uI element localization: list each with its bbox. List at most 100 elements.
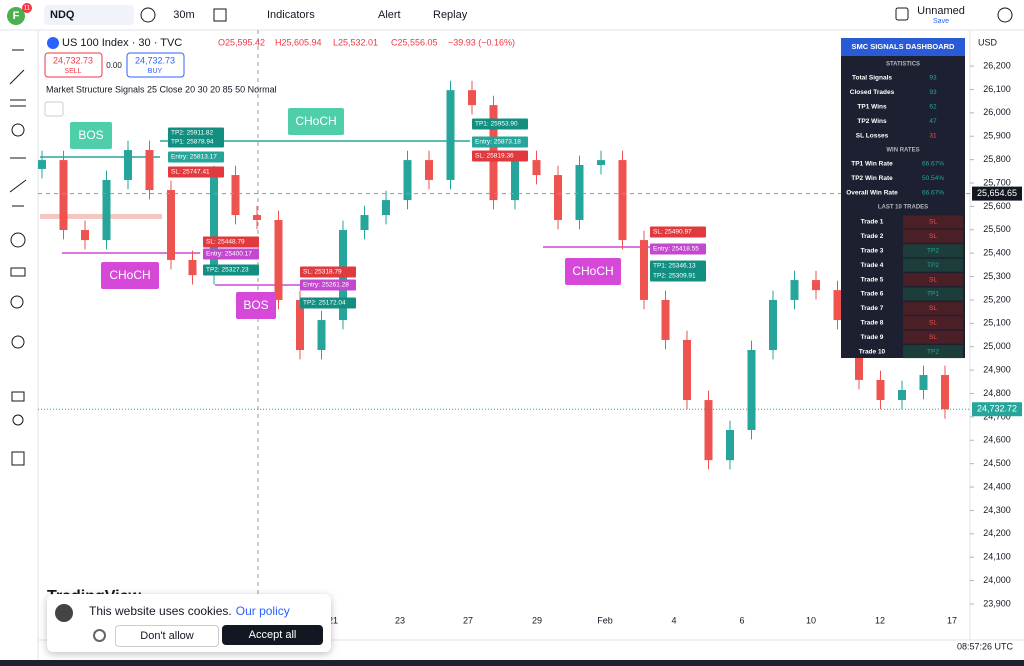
zoom-tool[interactable] bbox=[10, 295, 24, 309]
y-tick-label: 24,200 bbox=[983, 528, 1011, 538]
candle-body bbox=[554, 175, 562, 220]
dashboard-value: TP2 bbox=[927, 348, 939, 355]
currency[interactable]: USD bbox=[978, 37, 998, 47]
trade-label-box bbox=[300, 297, 356, 309]
trade-label: TP1: 25953.90 bbox=[475, 121, 518, 128]
y-tick-label: 25,200 bbox=[983, 294, 1011, 304]
structure-label-box bbox=[288, 108, 344, 135]
avatar-letter: F bbox=[13, 10, 20, 22]
dashboard-value: 31 bbox=[929, 133, 937, 140]
trade-label: Entry: 25400.17 bbox=[206, 251, 252, 258]
candle-body bbox=[468, 90, 476, 106]
dashboard-label: TP2 Win Rate bbox=[851, 175, 893, 182]
sell-label: SELL bbox=[64, 68, 81, 75]
dashboard-label: Total Signals bbox=[852, 75, 892, 82]
candle-body bbox=[919, 375, 928, 390]
dashboard-label: Trade 6 bbox=[861, 291, 884, 298]
policy-link[interactable]: Our policy bbox=[235, 604, 290, 618]
dashboard-value: 50.54% bbox=[922, 175, 944, 182]
alert-button[interactable]: Alert bbox=[378, 9, 401, 21]
layout-name[interactable]: Unnamed bbox=[917, 5, 965, 17]
dashboard-value: 62 bbox=[929, 104, 937, 111]
y-tick-label: 25,500 bbox=[983, 224, 1011, 234]
lock-tool[interactable] bbox=[11, 391, 25, 402]
dashboard-label: TP1 Wins bbox=[857, 104, 887, 111]
chart-type-icon[interactable] bbox=[213, 8, 227, 22]
symbol[interactable]: NDQ bbox=[50, 9, 75, 21]
brush-tool[interactable] bbox=[9, 179, 27, 193]
candle-body bbox=[253, 215, 261, 220]
y-tick-label: 26,000 bbox=[983, 107, 1011, 117]
candle-body bbox=[188, 259, 197, 276]
structure-label: CHoCH bbox=[109, 268, 150, 282]
dashboard-title-bar bbox=[841, 38, 965, 56]
interval[interactable]: 30m bbox=[173, 9, 194, 21]
trade-label: Entry: 25418.55 bbox=[653, 246, 699, 253]
ohlc-value: H25,605.94 bbox=[275, 37, 322, 47]
trade-label-box bbox=[168, 136, 224, 148]
trendline-tool[interactable] bbox=[9, 69, 25, 85]
x-tick-label: 23 bbox=[395, 615, 405, 625]
trade-label: Entry: 25873.18 bbox=[475, 139, 521, 146]
collapse-button[interactable] bbox=[44, 101, 64, 117]
layout-icon[interactable] bbox=[895, 7, 909, 21]
candle-body bbox=[145, 150, 154, 191]
symbol-search[interactable] bbox=[44, 5, 134, 25]
y-tick-label: 25,600 bbox=[983, 201, 1011, 211]
dashboard-cell bbox=[903, 287, 963, 301]
trade-label: SL: 25448.79 bbox=[206, 239, 245, 246]
dashboard-cell bbox=[903, 330, 963, 344]
avatar[interactable] bbox=[7, 7, 25, 25]
trade-label: TP1: 25878.94 bbox=[171, 139, 214, 146]
dashboard-section: STATISTICS bbox=[886, 62, 920, 68]
trade-label-box bbox=[472, 118, 528, 130]
candle-body bbox=[833, 290, 842, 321]
y-tick-label: 24,700 bbox=[983, 411, 1011, 421]
y-tick-label: 24,600 bbox=[983, 435, 1011, 445]
candle-body bbox=[446, 90, 455, 180]
dashboard-value: SL bbox=[929, 305, 937, 312]
magnet-tool[interactable] bbox=[11, 335, 25, 349]
trade-label-box bbox=[300, 279, 356, 291]
replay-button[interactable]: Replay bbox=[433, 9, 468, 21]
indicators-button[interactable]: Indicators bbox=[267, 9, 315, 21]
trade-label-box bbox=[168, 166, 224, 178]
ruler-tool[interactable] bbox=[10, 267, 26, 277]
bottom-bar bbox=[0, 660, 1024, 666]
trade-label: Entry: 25813.17 bbox=[171, 154, 217, 161]
dashboard-label: TP1 Win Rate bbox=[851, 161, 893, 168]
visibility-tool[interactable] bbox=[12, 414, 24, 426]
x-tick-label: Feb bbox=[597, 615, 613, 625]
emoji-tool[interactable] bbox=[10, 232, 26, 248]
dashboard-cell bbox=[903, 244, 963, 258]
structure-label-box bbox=[236, 292, 276, 319]
candle-body bbox=[296, 299, 304, 350]
x-tick-label: 6 bbox=[739, 615, 744, 625]
trade-label: TP2: 25172.04 bbox=[303, 300, 346, 307]
candle-body bbox=[575, 164, 584, 220]
add-symbol-icon[interactable] bbox=[140, 7, 156, 23]
candle-body bbox=[360, 215, 369, 231]
buy-button[interactable] bbox=[126, 52, 185, 78]
trade-label: TP2: 25911.82 bbox=[171, 130, 214, 137]
candle-body bbox=[661, 299, 670, 340]
trade-label-box bbox=[203, 236, 259, 248]
structure-label-box bbox=[101, 262, 159, 289]
save-label: Save bbox=[933, 18, 949, 25]
trash-tool[interactable] bbox=[11, 451, 25, 466]
accept-button[interactable]: Accept all bbox=[222, 625, 323, 645]
trade-label-box bbox=[650, 270, 706, 282]
alert-icon[interactable] bbox=[997, 7, 1013, 23]
dashboard-label: Trade 1 bbox=[861, 219, 884, 226]
y-tick-label: 25,000 bbox=[983, 341, 1011, 351]
trade-label-box bbox=[650, 226, 706, 238]
settings-icon[interactable] bbox=[93, 629, 106, 642]
candle-body bbox=[747, 349, 756, 430]
pattern-tool[interactable] bbox=[11, 123, 25, 137]
symbol-logo bbox=[47, 37, 59, 49]
sell-button[interactable] bbox=[44, 52, 103, 78]
candle-body bbox=[726, 429, 734, 461]
cookie-icon bbox=[55, 604, 73, 622]
candle-body bbox=[532, 160, 541, 176]
deny-button[interactable]: Don't allow bbox=[115, 625, 219, 647]
